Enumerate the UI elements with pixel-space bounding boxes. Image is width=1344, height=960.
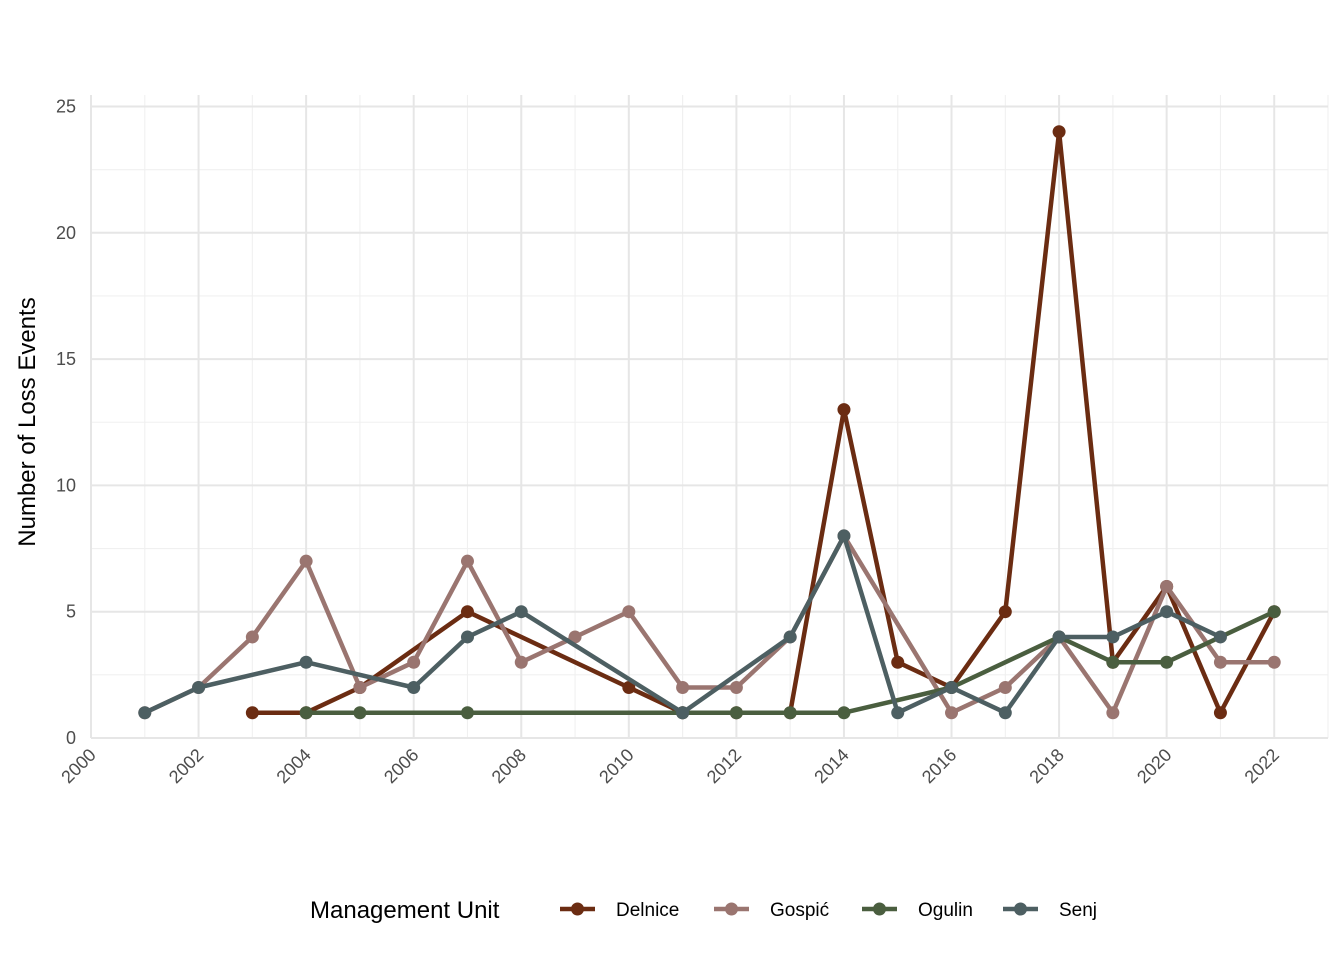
- legend-key-point: [571, 902, 584, 916]
- data-point: [783, 630, 797, 644]
- y-tick-label: 20: [56, 223, 76, 243]
- series-line: [143, 533, 1222, 715]
- data-point: [138, 706, 152, 720]
- data-point: [891, 655, 905, 669]
- legend-label: Ogulin: [918, 900, 973, 921]
- y-tick-label: 0: [66, 728, 76, 748]
- data-point: [299, 706, 313, 720]
- data-point: [1160, 605, 1174, 619]
- data-point: [729, 706, 743, 720]
- data-point: [1106, 655, 1120, 669]
- series-line: [306, 609, 1276, 715]
- data-point: [407, 680, 421, 694]
- data-point: [460, 630, 474, 644]
- x-tick-label: 2008: [488, 745, 530, 787]
- data-point: [1267, 655, 1281, 669]
- y-tick-label: 10: [56, 475, 76, 495]
- series-ogulin: [299, 605, 1281, 720]
- data-point: [837, 529, 851, 543]
- series-senj: [138, 529, 1227, 720]
- data-point: [729, 680, 743, 694]
- data-point: [1052, 630, 1066, 644]
- data-point: [891, 706, 905, 720]
- y-axis-title: Number of Loss Events: [14, 297, 41, 546]
- data-point: [245, 706, 259, 720]
- data-point: [1213, 630, 1227, 644]
- x-tick-label: 2012: [703, 745, 745, 787]
- data-point: [998, 605, 1012, 619]
- data-point: [460, 605, 474, 619]
- data-point: [998, 680, 1012, 694]
- data-point: [353, 680, 367, 694]
- data-point: [514, 655, 528, 669]
- data-point: [783, 706, 797, 720]
- data-point: [460, 706, 474, 720]
- data-point: [1213, 706, 1227, 720]
- legend-key-point: [1014, 902, 1027, 916]
- axes: 0 5 10 15 20 25 2000 2002 2004 2006 2008 2010 2012 20…: [56, 97, 1283, 788]
- legend-title: Management Unit: [310, 897, 500, 924]
- data-point: [1160, 579, 1174, 593]
- data-point: [1106, 706, 1120, 720]
- legend-label: Gospić: [770, 900, 829, 921]
- data-point: [676, 680, 690, 694]
- x-tick-label: 2020: [1133, 745, 1175, 787]
- data-point: [622, 605, 636, 619]
- legend-key-point: [873, 902, 886, 916]
- y-tick-label: 15: [56, 349, 76, 369]
- data-point: [837, 706, 851, 720]
- y-tick-label: 25: [56, 97, 76, 117]
- data-point: [1160, 655, 1174, 669]
- legend-label: Senj: [1059, 900, 1097, 921]
- x-tick-label: 2000: [57, 745, 99, 787]
- legend: Management Unit Delnice Gospić Ogulin Senj: [310, 897, 1097, 924]
- data-point: [299, 655, 313, 669]
- data-point: [245, 630, 259, 644]
- data-point: [192, 680, 206, 694]
- x-tick-label: 2022: [1241, 745, 1283, 787]
- legend-key-point: [725, 902, 738, 916]
- data-point: [998, 706, 1012, 720]
- data-point: [460, 554, 474, 568]
- data-point: [1052, 125, 1066, 139]
- data-point: [837, 403, 851, 417]
- y-tick-label: 5: [66, 602, 76, 622]
- data-point: [407, 655, 421, 669]
- x-tick-label: 2014: [810, 745, 852, 787]
- data-point: [622, 680, 636, 694]
- data-point: [514, 605, 528, 619]
- x-tick-label: 2006: [380, 745, 422, 787]
- data-point: [353, 706, 367, 720]
- x-tick-label: 2010: [595, 745, 637, 787]
- x-tick-label: 2004: [272, 745, 314, 787]
- data-point: [1267, 605, 1281, 619]
- data-point: [945, 680, 959, 694]
- data-point: [1106, 630, 1120, 644]
- data-point: [676, 706, 690, 720]
- x-tick-label: 2016: [918, 745, 960, 787]
- legend-label: Delnice: [616, 900, 679, 921]
- data-point: [299, 554, 313, 568]
- x-tick-label: 2002: [165, 745, 207, 787]
- series-layer: [138, 125, 1281, 720]
- data-point: [945, 706, 959, 720]
- data-point: [568, 630, 582, 644]
- x-tick-label: 2018: [1025, 745, 1067, 787]
- data-point: [1213, 655, 1227, 669]
